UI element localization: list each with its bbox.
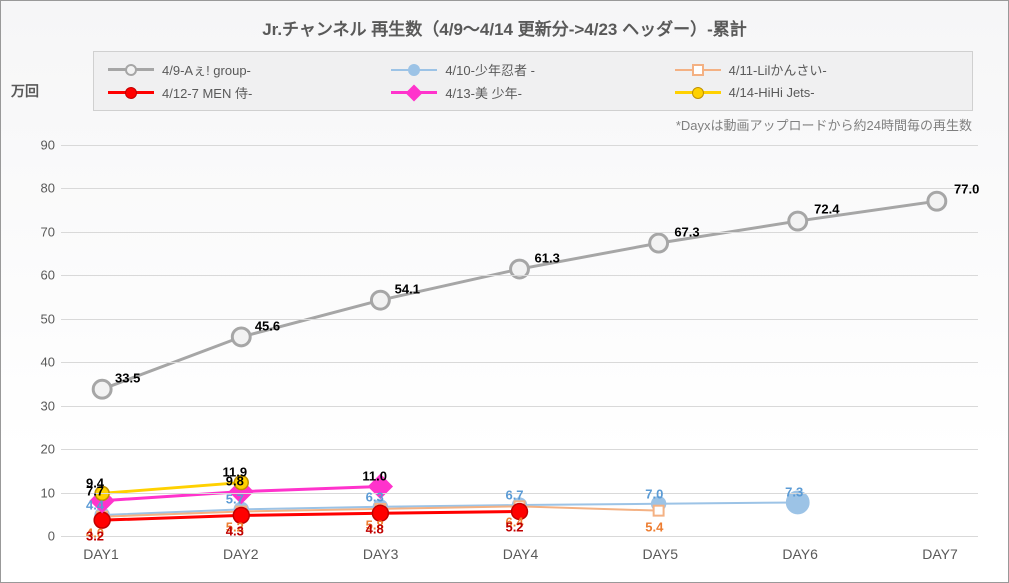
data-label: 61.3 [535,250,560,265]
legend-swatch [391,85,437,101]
legend-swatch [108,62,154,78]
ytick-label: 20 [21,442,55,457]
data-label: 5.4 [645,519,663,534]
gridline [61,406,978,407]
gridline [61,232,978,233]
series-line-ae-group [102,201,937,389]
xtick-label: DAY2 [223,546,259,562]
data-label: 4.4 [86,497,104,512]
ytick-label: 40 [21,355,55,370]
data-label: 7.0 [645,486,663,501]
data-label: 5.2 [505,520,523,535]
series-svg [61,145,978,534]
footnote: *Dayxは動画アップロードから約24時間毎の再生数 [676,115,972,134]
legend-label: 4/12-7 MEN 侍- [162,83,252,102]
data-label: 11.9 [223,465,248,480]
marker-ae-group [928,192,946,210]
legend-label: 4/9-Aぇ! group- [162,60,251,79]
data-label: 7.3 [785,485,803,500]
legend-item-seven-men-samurai: 4/12-7 MEN 侍- [108,83,391,102]
ytick-label: 80 [21,181,55,196]
data-label: 5.7 [226,492,244,507]
xtick-label: DAY7 [922,546,958,562]
legend-label: 4/10-少年忍者 - [445,60,535,79]
ytick-label: 60 [21,268,55,283]
ytick-label: 0 [21,529,55,544]
gridline [61,319,978,320]
gridline [61,449,978,450]
legend-item-bi-shonen: 4/13-美 少年- [391,83,674,102]
gridline [61,536,978,537]
ytick-label: 10 [21,485,55,500]
gridline [61,362,978,363]
data-label: 11.0 [362,469,387,484]
data-label: 6.7 [505,487,523,502]
chart-container: Jr.チャンネル 再生数（4/9～4/14 更新分->4/23 ヘッダー）-累計… [0,0,1009,583]
data-label: 67.3 [674,224,699,239]
data-label: 6.3 [366,489,384,504]
legend-label: 4/11-Lilかんさい- [729,60,827,79]
data-label: 77.0 [954,182,979,197]
ytick-label: 90 [21,138,55,153]
ytick-label: 50 [21,311,55,326]
marker-ae-group [371,291,389,309]
data-label: 3.2 [86,529,104,544]
gridline [61,188,978,189]
data-label: 54.1 [395,281,420,296]
xtick-label: DAY4 [503,546,539,562]
legend-item-lil-kansai: 4/11-Lilかんさい- [675,60,958,79]
gridline [61,275,978,276]
chart-title: Jr.チャンネル 再生数（4/9～4/14 更新分->4/23 ヘッダー）-累計 [1,1,1008,40]
plot-area: 0102030405060708090DAY1DAY2DAY3DAY4DAY5D… [61,145,978,534]
legend-swatch [675,85,721,101]
legend-item-ae-group: 4/9-Aぇ! group- [108,60,391,79]
data-label: 72.4 [814,202,839,217]
xtick-label: DAY1 [83,546,119,562]
legend-label: 4/14-HiHi Jets- [729,85,815,100]
data-label: 9.4 [86,476,104,491]
legend-label: 4/13-美 少年- [445,83,522,102]
marker-ae-group [93,380,111,398]
legend-swatch [108,85,154,101]
marker-ae-group [232,328,250,346]
legend-swatch [675,62,721,78]
marker-ae-group [650,234,668,252]
marker-ae-group [789,212,807,230]
ytick-label: 70 [21,224,55,239]
gridline [61,145,978,146]
data-label: 33.5 [115,371,140,386]
data-label: 4.8 [366,522,384,537]
legend-item-shonen-ninja: 4/10-少年忍者 - [391,60,674,79]
xtick-label: DAY5 [643,546,679,562]
xtick-label: DAY6 [782,546,818,562]
legend: 4/9-Aぇ! group- 4/10-少年忍者 - 4/11-Lilかんさい- 4/… [93,51,973,111]
xtick-label: DAY3 [363,546,399,562]
data-label: 45.6 [255,318,280,333]
data-label: 4.3 [226,524,244,539]
marker-lil-kansai [654,506,664,516]
ytick-label: 30 [21,398,55,413]
yaxis-label: 万回 [11,81,39,101]
legend-item-hihi-jets: 4/14-HiHi Jets- [675,83,958,102]
legend-swatch [391,62,437,78]
